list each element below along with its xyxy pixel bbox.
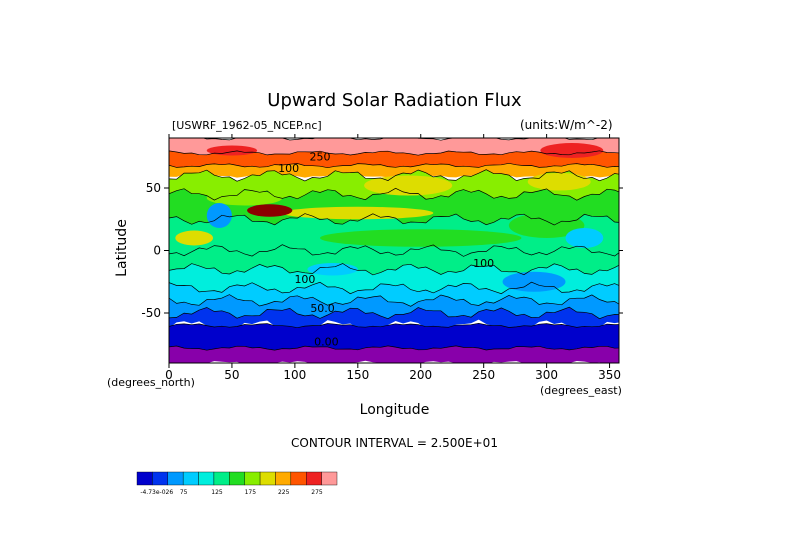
lat-band xyxy=(169,138,619,156)
y-unit-label: (degrees_north) xyxy=(107,376,195,389)
lat-band xyxy=(169,345,619,363)
legend-swatch xyxy=(229,471,245,486)
contour-label: 250 xyxy=(310,151,331,164)
contour-label: 100 xyxy=(278,162,299,175)
flux-patch xyxy=(565,228,604,248)
y-axis-label: Latitude xyxy=(113,219,130,277)
x-axis: 0 50 100 150 200 250 300 350 xyxy=(165,134,621,382)
contour-line xyxy=(169,169,619,182)
x-tick-label: 350 xyxy=(598,368,621,382)
units-label: (units:W/m^-2) xyxy=(520,118,613,132)
contour-line xyxy=(169,187,619,201)
lat-band xyxy=(169,323,619,351)
x-tick-label: 200 xyxy=(409,368,432,382)
chart-title: Upward Solar Radiation Flux xyxy=(267,90,522,111)
lat-band xyxy=(169,244,619,275)
legend-label: 125 xyxy=(211,489,223,496)
file-label: [USWRF_1962-05_NCEP.nc] xyxy=(172,119,322,132)
legend-swatch xyxy=(198,471,215,486)
y-tick-label: 50 xyxy=(146,181,161,195)
x-tick-label: 50 xyxy=(224,368,239,382)
flux-patch xyxy=(527,173,591,191)
contour-labels: 250 100 100 100 50.0 0.00 xyxy=(278,151,494,349)
contour-line xyxy=(169,306,619,320)
x-axis-label: Longitude xyxy=(359,402,430,418)
flux-patch xyxy=(175,230,214,246)
y-tick-label: -50 xyxy=(141,306,161,320)
legend-swatch xyxy=(306,471,322,486)
y-tick-label: 0 xyxy=(153,244,161,258)
legend-swatch xyxy=(152,471,168,486)
legend-label: 75 xyxy=(180,489,188,496)
legend-swatch xyxy=(182,471,199,486)
x-tick-label: 0 xyxy=(165,368,173,382)
legend-swatch xyxy=(259,471,276,486)
legend-swatch xyxy=(275,471,292,486)
contour-label: 0.00 xyxy=(314,336,339,349)
contour-interval-text: CONTOUR INTERVAL = 2.500E+01 xyxy=(291,436,498,450)
legend-label: 225 xyxy=(278,489,290,496)
legend-swatch xyxy=(167,471,184,486)
contour-line xyxy=(169,294,619,307)
contour-line xyxy=(169,345,619,351)
legend-swatch xyxy=(213,471,230,486)
legend-label: -4.73e-026 xyxy=(140,489,173,496)
map-field xyxy=(169,138,619,363)
contour-label: 50.0 xyxy=(310,302,335,315)
flux-patch xyxy=(206,145,258,156)
contour-label: 100 xyxy=(294,273,315,286)
y-axis: -50 0 50 xyxy=(141,181,623,320)
contour-line xyxy=(169,162,619,169)
flux-patch xyxy=(307,263,358,276)
lat-band xyxy=(169,294,619,319)
x-tick-label: 100 xyxy=(283,368,306,382)
contour-line xyxy=(169,150,619,156)
flux-patch xyxy=(320,229,522,247)
contour-line xyxy=(169,281,619,295)
flux-patch xyxy=(282,206,434,220)
lat-band xyxy=(169,163,619,178)
flux-patch xyxy=(206,203,232,228)
contour-line xyxy=(169,244,619,257)
x-tick-label: 150 xyxy=(346,368,369,382)
legend-label: 275 xyxy=(311,489,323,496)
contour-lines xyxy=(169,138,619,351)
x-unit-label: (degrees_east) xyxy=(540,384,622,397)
flux-patch xyxy=(364,175,453,196)
contour-line xyxy=(169,322,619,329)
legend-swatch xyxy=(290,471,307,486)
legend-bar: -4.73e-026 75 125 175 225 275 xyxy=(136,471,338,496)
lat-band xyxy=(169,282,619,307)
contour-line xyxy=(169,263,619,276)
contour-label: 100 xyxy=(473,257,494,270)
contour-line xyxy=(169,213,619,226)
flux-patch xyxy=(540,143,604,158)
legend-swatch xyxy=(244,471,261,486)
legend-swatch xyxy=(136,471,153,486)
x-tick-label: 300 xyxy=(535,368,558,382)
x-tick-label: 250 xyxy=(472,368,495,382)
flux-patch xyxy=(508,213,585,238)
legend-label: 175 xyxy=(245,489,257,496)
flux-patch xyxy=(247,204,293,217)
legend-swatch xyxy=(321,471,338,486)
flux-patch xyxy=(206,190,283,206)
